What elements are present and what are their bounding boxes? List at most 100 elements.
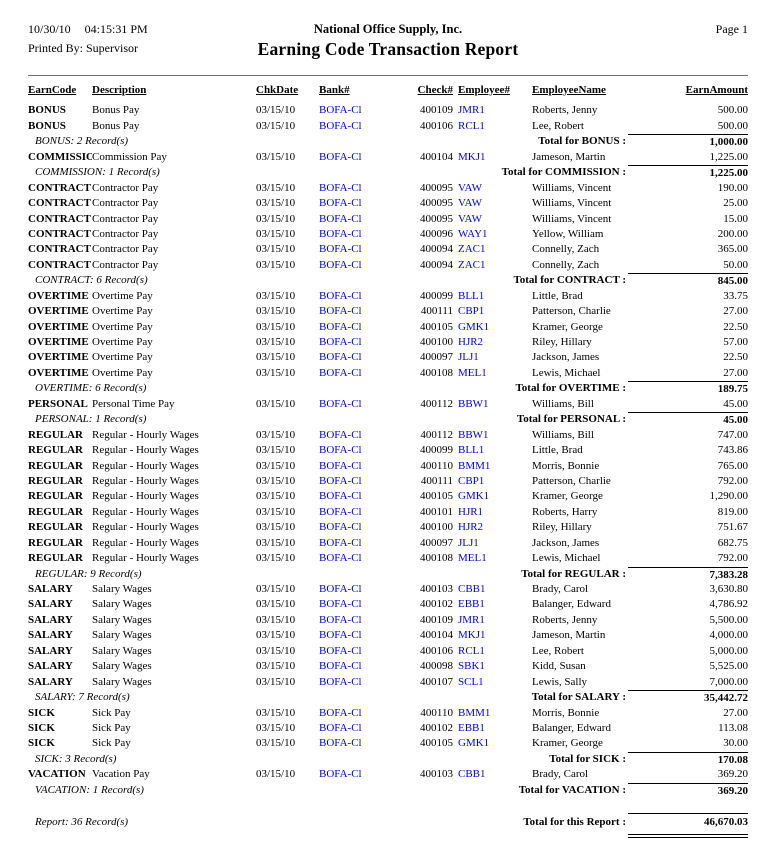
bank-number-link[interactable]: BOFA-Cl xyxy=(319,258,362,271)
employee-number-link[interactable]: MKJ1 xyxy=(458,150,486,163)
group-record-count: SALARY: 7 Record(s) xyxy=(35,691,130,704)
bank-number-link[interactable]: BOFA-Cl xyxy=(319,737,362,750)
bank-number-link[interactable]: BOFA-Cl xyxy=(319,505,362,518)
employee-name: Riley, Hillary xyxy=(532,336,592,348)
employee-number-link[interactable]: CBP1 xyxy=(458,474,485,487)
earn-code: VACATION xyxy=(28,768,86,781)
column-header-employee-number: Employee# xyxy=(458,84,510,96)
bank-number-link[interactable]: BOFA-Cl xyxy=(319,351,362,364)
earn-amount: 22.50 xyxy=(723,351,748,364)
earn-amount: 30.00 xyxy=(723,737,748,750)
employee-number-link[interactable]: MKJ1 xyxy=(458,629,486,642)
bank-number-link[interactable]: BOFA-Cl xyxy=(319,490,362,503)
bank-number-link[interactable]: BOFA-Cl xyxy=(319,521,362,534)
employee-number-link[interactable]: HJR1 xyxy=(458,505,484,518)
employee-number-link[interactable]: BBW1 xyxy=(458,397,489,410)
employee-number-link[interactable]: GMK1 xyxy=(458,490,490,503)
bank-number-link[interactable]: BOFA-Cl xyxy=(319,197,362,210)
bank-number-link[interactable]: BOFA-Cl xyxy=(319,366,362,379)
bank-number-link[interactable]: BOFA-Cl xyxy=(319,613,362,626)
employee-number-link[interactable]: CBB1 xyxy=(458,768,486,781)
employee-number-link[interactable]: BMM1 xyxy=(458,706,491,719)
employee-number-link[interactable]: GMK1 xyxy=(458,320,490,333)
earn-amount: 190.00 xyxy=(717,181,748,194)
employee-number-link[interactable]: BLL1 xyxy=(458,444,485,457)
chk-date: 03/15/10 xyxy=(256,181,296,194)
employee-number-link[interactable]: VAW xyxy=(458,197,482,210)
employee-number-link[interactable]: JLJ1 xyxy=(458,536,479,549)
bank-number-link[interactable]: BOFA-Cl xyxy=(319,459,362,472)
bank-number-link[interactable]: BOFA-Cl xyxy=(319,629,362,642)
chk-date: 03/15/10 xyxy=(256,212,296,225)
employee-number-link[interactable]: CBP1 xyxy=(458,305,485,318)
chk-date: 03/15/10 xyxy=(256,397,296,410)
bank-number-link[interactable]: BOFA-Cl xyxy=(319,119,362,132)
bank-number-link[interactable]: BOFA-Cl xyxy=(319,598,362,611)
description: Regular - Hourly Wages xyxy=(92,505,199,518)
chk-date: 03/15/10 xyxy=(256,490,296,503)
employee-number-link[interactable]: BMM1 xyxy=(458,459,491,472)
bank-number-link[interactable]: BOFA-Cl xyxy=(319,212,362,225)
employee-number-link[interactable]: EBB1 xyxy=(458,721,485,734)
bank-number-link[interactable]: BOFA-Cl xyxy=(319,243,362,256)
bank-number-link[interactable]: BOFA-Cl xyxy=(319,644,362,657)
employee-number-link[interactable]: MEL1 xyxy=(458,366,487,379)
bank-number-link[interactable]: BOFA-Cl xyxy=(319,289,362,302)
bank-number-link[interactable]: BOFA-Cl xyxy=(319,397,362,410)
earn-code: OVERTIME xyxy=(28,305,89,318)
bank-number-link[interactable]: BOFA-Cl xyxy=(319,181,362,194)
employee-number-link[interactable]: HJR2 xyxy=(458,521,484,534)
bank-number-link[interactable]: BOFA-Cl xyxy=(319,150,362,163)
employee-number-link[interactable]: SBK1 xyxy=(458,660,485,673)
chk-date: 03/15/10 xyxy=(256,737,296,750)
employee-number-link[interactable]: JLJ1 xyxy=(458,351,479,364)
earn-code: SALARY xyxy=(28,583,73,595)
description: Contractor Pay xyxy=(92,243,159,256)
chk-date: 03/15/10 xyxy=(256,644,296,657)
table-row: SICK Sick Pay 03/15/10 BOFA-Cl 400105 GMK1 Kra… xyxy=(28,736,748,751)
employee-name: Brady, Carol xyxy=(532,583,589,595)
group-footer-row: REGULAR: 9 Record(s) Total for REGULAR :7… xyxy=(28,566,748,582)
employee-number-link[interactable]: EBB1 xyxy=(458,598,485,611)
description: Contractor Pay xyxy=(92,227,159,240)
bank-number-link[interactable]: BOFA-Cl xyxy=(319,320,362,333)
employee-number-link[interactable]: SCL1 xyxy=(458,675,484,688)
bank-number-link[interactable]: BOFA-Cl xyxy=(319,444,362,457)
bank-number-link[interactable]: BOFA-Cl xyxy=(319,104,362,117)
employee-name: Lee, Robert xyxy=(532,119,584,132)
employee-number-link[interactable]: WAY1 xyxy=(458,227,488,240)
employee-number-link[interactable]: BLL1 xyxy=(458,289,485,302)
employee-number-link[interactable]: RCL1 xyxy=(458,119,485,132)
employee-number-link[interactable]: HJR2 xyxy=(458,336,484,348)
employee-name: Lewis, Michael xyxy=(532,552,601,565)
bank-number-link[interactable]: BOFA-Cl xyxy=(319,583,362,595)
employee-number-link[interactable]: JMR1 xyxy=(458,613,485,626)
employee-number-link[interactable]: ZAC1 xyxy=(458,258,486,271)
employee-number-link[interactable]: JMR1 xyxy=(458,104,485,117)
earn-amount: 1,225.00 xyxy=(709,150,749,163)
bank-number-link[interactable]: BOFA-Cl xyxy=(319,336,362,348)
employee-number-link[interactable]: ZAC1 xyxy=(458,243,486,256)
bank-number-link[interactable]: BOFA-Cl xyxy=(319,536,362,549)
check-number: 400101 xyxy=(420,505,453,518)
bank-number-link[interactable]: BOFA-Cl xyxy=(319,428,362,441)
bank-number-link[interactable]: BOFA-Cl xyxy=(319,227,362,240)
bank-number-link[interactable]: BOFA-Cl xyxy=(319,552,362,565)
employee-number-link[interactable]: VAW xyxy=(458,181,482,194)
bank-number-link[interactable]: BOFA-Cl xyxy=(319,660,362,673)
bank-number-link[interactable]: BOFA-Cl xyxy=(319,675,362,688)
earn-code: OVERTIME xyxy=(28,366,89,379)
bank-number-link[interactable]: BOFA-Cl xyxy=(319,474,362,487)
employee-number-link[interactable]: GMK1 xyxy=(458,737,490,750)
bank-number-link[interactable]: BOFA-Cl xyxy=(319,706,362,719)
bank-number-link[interactable]: BOFA-Cl xyxy=(319,721,362,734)
employee-number-link[interactable]: BBW1 xyxy=(458,428,489,441)
employee-number-link[interactable]: CBB1 xyxy=(458,583,486,595)
bank-number-link[interactable]: BOFA-Cl xyxy=(319,768,362,781)
employee-name: Lee, Robert xyxy=(532,644,584,657)
employee-number-link[interactable]: MEL1 xyxy=(458,552,487,565)
employee-number-link[interactable]: RCL1 xyxy=(458,644,485,657)
employee-number-link[interactable]: VAW xyxy=(458,212,482,225)
bank-number-link[interactable]: BOFA-Cl xyxy=(319,305,362,318)
earn-code: REGULAR xyxy=(28,552,84,565)
